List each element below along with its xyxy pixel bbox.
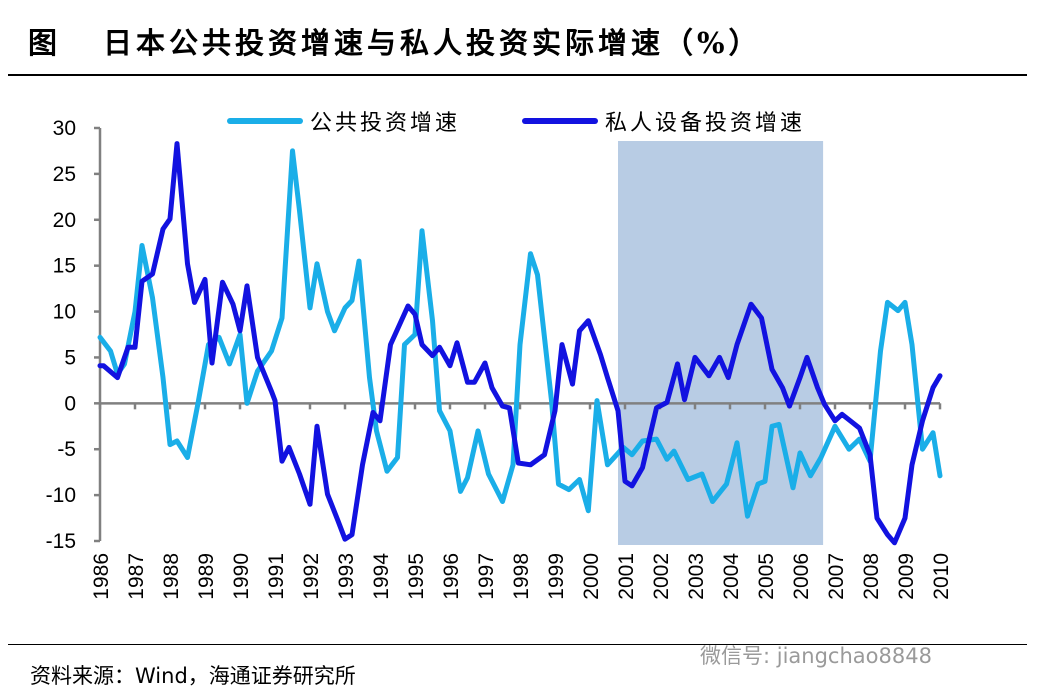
x-tick-label: 1989 (195, 553, 218, 600)
x-tick-label: 1999 (545, 553, 568, 600)
y-tick-label: -15 (46, 530, 76, 553)
watermark: 微信号: jiangchao8848 (700, 644, 932, 668)
axes: 30 25 20 15 10 5 0 -5 -10 -15 1986 1987 1988 1989 1990… (46, 117, 953, 600)
x-tick-label: 2004 (720, 553, 743, 600)
y-tick-label: 25 (53, 163, 76, 186)
x-tick-label: 2009 (895, 553, 918, 600)
y-tick-label: -5 (57, 438, 76, 461)
figure-label: 图 (28, 26, 62, 60)
x-tick-label: 2005 (755, 553, 778, 600)
legend-label-public: 公共投资增速 (310, 111, 460, 136)
x-tick-label: 2001 (615, 553, 638, 600)
x-tick-label: 2002 (650, 553, 673, 600)
x-tick-label: 1990 (230, 553, 253, 600)
x-tick-label: 1992 (300, 553, 323, 600)
y-tick-label: 5 (64, 346, 76, 369)
x-tick-label: 2003 (685, 553, 708, 600)
x-tick-label: 1994 (370, 553, 393, 600)
x-tick-label: 1993 (335, 553, 358, 600)
x-tick-label: 1988 (160, 553, 183, 600)
x-tick-label: 2006 (790, 553, 813, 600)
x-tick-label: 2007 (825, 553, 848, 600)
legend-label-private: 私人设备投资增速 (605, 111, 805, 136)
title-divider (8, 74, 1027, 76)
x-tick-label: 1986 (90, 553, 113, 600)
x-tick-label: 1998 (510, 553, 533, 600)
y-tick-label: -10 (46, 484, 76, 507)
x-tick-label: 2008 (860, 553, 883, 600)
x-tick-label: 2000 (580, 553, 603, 600)
line-chart: 30 25 20 15 10 5 0 -5 -10 -15 1986 1987 1988 1989 1990… (46, 111, 953, 600)
series-line-public (97, 148, 943, 519)
y-tick-label: 30 (53, 117, 76, 140)
series-lines (97, 141, 943, 546)
x-tick-label: 2010 (930, 553, 953, 600)
y-tick-label: 20 (53, 209, 76, 232)
y-tick-label: 10 (53, 301, 76, 324)
y-tick-label: 0 (64, 392, 76, 415)
source-note: 资料来源：Wind，海通证券研究所 (30, 664, 356, 688)
x-tick-label: 1996 (440, 553, 463, 600)
legend: 公共投资增速 私人设备投资增速 (227, 111, 805, 136)
y-tick-label: 15 (53, 255, 76, 278)
series-line-private (97, 141, 943, 546)
chart-title: 日本公共投资增速与私人投资实际增速（%） (103, 26, 762, 60)
footer-divider (8, 644, 1027, 645)
x-tick-label: 1991 (265, 553, 288, 600)
x-tick-label: 1995 (405, 553, 428, 600)
x-tick-label: 1987 (125, 553, 148, 600)
x-tick-label: 1997 (475, 553, 498, 600)
